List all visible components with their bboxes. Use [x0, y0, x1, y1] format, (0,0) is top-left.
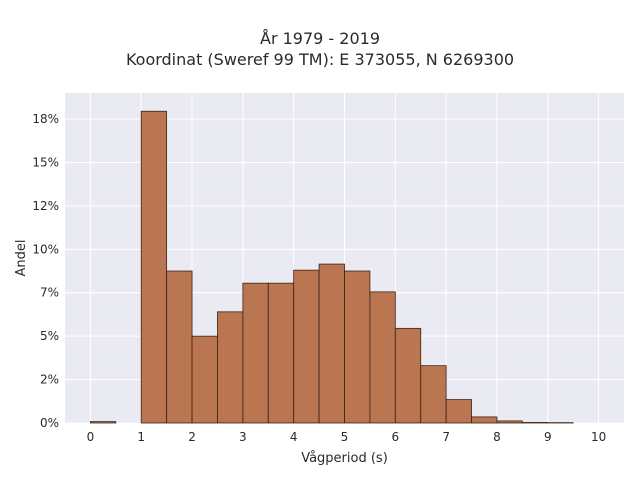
x-tick-label: 5	[341, 430, 349, 444]
x-tick-label: 2	[188, 430, 196, 444]
y-tick-label: 7%	[40, 286, 59, 300]
histogram-bar	[471, 416, 498, 424]
y-tick-label: 12%	[32, 199, 59, 213]
y-tick-label: 10%	[32, 242, 59, 256]
histogram-bar	[166, 270, 193, 424]
y-axis-label: Andel	[14, 240, 29, 277]
x-tick-label: 9	[544, 430, 552, 444]
chart-title-line-2: Koordinat (Sweref 99 TM): E 373055, N 62…	[125, 50, 515, 69]
histogram-bar	[90, 421, 117, 424]
histogram-bar	[344, 270, 371, 424]
histogram-bar	[318, 263, 345, 424]
x-axis-label: Vågperiod (s)	[301, 451, 388, 466]
y-tick-label: 0%	[40, 416, 59, 430]
histogram-bar	[420, 365, 447, 424]
x-tick-label: 0	[87, 430, 95, 444]
histogram-bar	[445, 399, 472, 424]
y-tick-label: 18%	[32, 112, 59, 126]
histogram-bar	[267, 282, 295, 424]
x-tick-label: 3	[239, 430, 247, 444]
chart-title-line-1: År 1979 - 2019	[260, 29, 380, 48]
histogram-bar	[242, 282, 269, 424]
y-tick-label: 15%	[32, 155, 59, 169]
x-tick-label: 10	[591, 430, 606, 444]
histogram-bar	[140, 110, 168, 424]
x-tick-label: 4	[290, 430, 298, 444]
histogram-bar	[521, 422, 549, 424]
y-tick-label: 5%	[40, 329, 59, 343]
histogram-bar	[496, 420, 523, 424]
y-tick-label: 2%	[40, 373, 59, 387]
x-tick-label: 1	[137, 430, 145, 444]
x-tick-label: 8	[493, 430, 501, 444]
histogram-bar	[191, 335, 218, 424]
x-tick-label: 6	[391, 430, 399, 444]
histogram-bar	[394, 327, 422, 424]
histogram-bar	[369, 291, 396, 424]
x-tick-label: 7	[442, 430, 450, 444]
histogram-bar	[293, 269, 320, 424]
histogram-bar	[217, 311, 244, 424]
